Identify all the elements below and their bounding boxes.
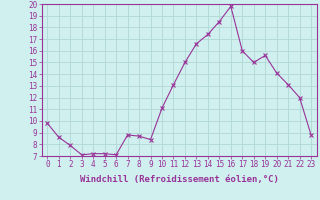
X-axis label: Windchill (Refroidissement éolien,°C): Windchill (Refroidissement éolien,°C) xyxy=(80,175,279,184)
